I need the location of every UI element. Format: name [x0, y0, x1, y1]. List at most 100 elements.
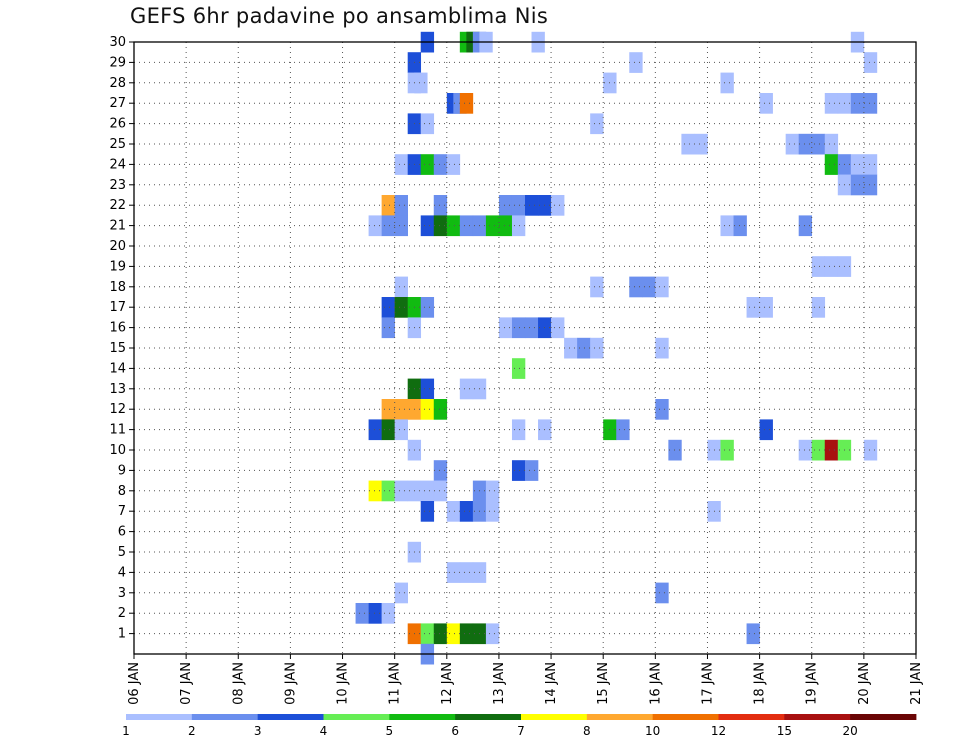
heatmap-cell [720, 439, 734, 461]
heatmap-cell [811, 297, 826, 318]
heatmap-cell [355, 603, 369, 624]
heatmap-cell [498, 317, 513, 339]
heatmap-cell [498, 215, 513, 237]
y-tick-label: 13 [109, 382, 126, 397]
heatmap-cell [551, 317, 565, 339]
heatmap-cell [746, 623, 760, 645]
heatmap-cell [720, 72, 734, 94]
y-tick-label: 5 [118, 545, 126, 560]
y-tick-label: 19 [109, 259, 126, 274]
heatmap-cell [863, 154, 878, 175]
heatmap-cell [642, 276, 656, 298]
heatmap-cell [420, 623, 435, 645]
legend-swatch [652, 714, 719, 720]
x-tick-label: 08 JAN [231, 662, 246, 705]
heatmap-cell [381, 215, 395, 237]
x-tick-label: 19 JAN [805, 662, 820, 705]
legend-label: 2 [188, 724, 196, 738]
heatmap-cell [394, 195, 408, 216]
legend-bar: 1 2 3 4 5 6 7 8 10 12 15 20 [122, 714, 917, 738]
x-tick-label: 13 JAN [492, 662, 507, 705]
heatmap-cell [564, 337, 578, 359]
y-tick-label: 16 [109, 321, 126, 336]
heatmap-cell [381, 480, 395, 502]
heatmap-cell [433, 623, 448, 645]
heatmap-cell [811, 256, 826, 277]
heatmap-cell [824, 256, 839, 277]
axis-layer: 1234567891011121314151617181920212223242… [109, 35, 924, 705]
heatmap-cell [446, 154, 461, 175]
heatmap-cell [433, 460, 448, 481]
heatmap-cell [798, 439, 813, 461]
heatmap-cell [655, 276, 669, 298]
y-tick-label: 2 [118, 606, 126, 621]
heatmap-cell [655, 337, 669, 359]
y-tick-label: 23 [109, 178, 126, 193]
heatmap-cell [485, 480, 500, 502]
heatmap-cell [414, 72, 428, 94]
heatmap-cell [368, 215, 382, 237]
legend-swatch [191, 714, 259, 720]
heatmap-cell [681, 133, 695, 155]
heatmap-cell [824, 93, 839, 114]
heatmap-cell [759, 93, 773, 114]
heatmap-cell [720, 215, 734, 237]
legend-swatch [784, 714, 851, 720]
y-tick-label: 20 [109, 239, 126, 254]
heatmap-cell [525, 317, 539, 339]
legend-label: 12 [711, 724, 726, 738]
heatmap-cell [394, 582, 408, 604]
heatmap-cell [824, 154, 839, 175]
x-tick-label: 12 JAN [440, 662, 455, 705]
heatmap-cell [459, 562, 474, 583]
legend-label: 6 [451, 724, 459, 738]
legend-swatch [455, 714, 522, 720]
heatmap-cell [511, 215, 526, 237]
heatmap-cell [850, 93, 865, 114]
heatmap-cell [824, 133, 839, 155]
heatmap-cell [394, 480, 408, 502]
heatmap-cell [420, 501, 435, 522]
legend-swatch [586, 714, 654, 720]
legend-label: 10 [645, 724, 660, 738]
heatmap-cell [525, 195, 539, 216]
heatmap-cell [655, 582, 669, 604]
heatmap-cell [459, 378, 474, 400]
heatmap-cell [590, 276, 604, 298]
heatmap-cell [759, 419, 773, 441]
heatmap-cell [433, 195, 448, 216]
heatmap-cell [420, 297, 435, 318]
heatmap-cell [368, 419, 382, 441]
heatmap-cell [381, 317, 395, 339]
heatmap-cell [420, 480, 435, 502]
x-tick-label: 18 JAN [753, 662, 768, 705]
heatmap-cell [459, 501, 474, 522]
heatmap-cell [811, 439, 826, 461]
heatmap-cell [511, 460, 526, 481]
heatmap-cell [694, 133, 708, 155]
heatmap-cell [798, 133, 813, 155]
x-tick-label: 06 JAN [127, 662, 142, 705]
heatmap-cell [394, 154, 408, 175]
legend-label: 1 [122, 724, 130, 738]
y-tick-label: 26 [109, 117, 126, 132]
legend-swatch [126, 714, 193, 720]
heatmap-cell [629, 276, 643, 298]
legend-label: 7 [517, 724, 525, 738]
heatmap-cell [420, 378, 435, 400]
y-tick-label: 9 [118, 463, 126, 478]
x-tick-label: 11 JAN [388, 662, 403, 705]
heatmap-cell [394, 419, 408, 441]
x-tick-label: 21 JAN [909, 662, 924, 705]
y-tick-label: 7 [118, 504, 126, 519]
heatmap-cell [511, 419, 526, 441]
heatmap-cell [733, 215, 747, 237]
y-tick-label: 22 [109, 198, 126, 213]
chart-title: GEFS 6hr padavine po ansamblima Nis [130, 4, 549, 28]
heatmap-cell [433, 154, 448, 175]
heatmap-cell [850, 174, 865, 196]
heatmap-cell [525, 460, 539, 481]
y-tick-label: 12 [109, 402, 126, 417]
heatmap-cell [459, 215, 474, 237]
heatmap-cell [498, 195, 513, 216]
